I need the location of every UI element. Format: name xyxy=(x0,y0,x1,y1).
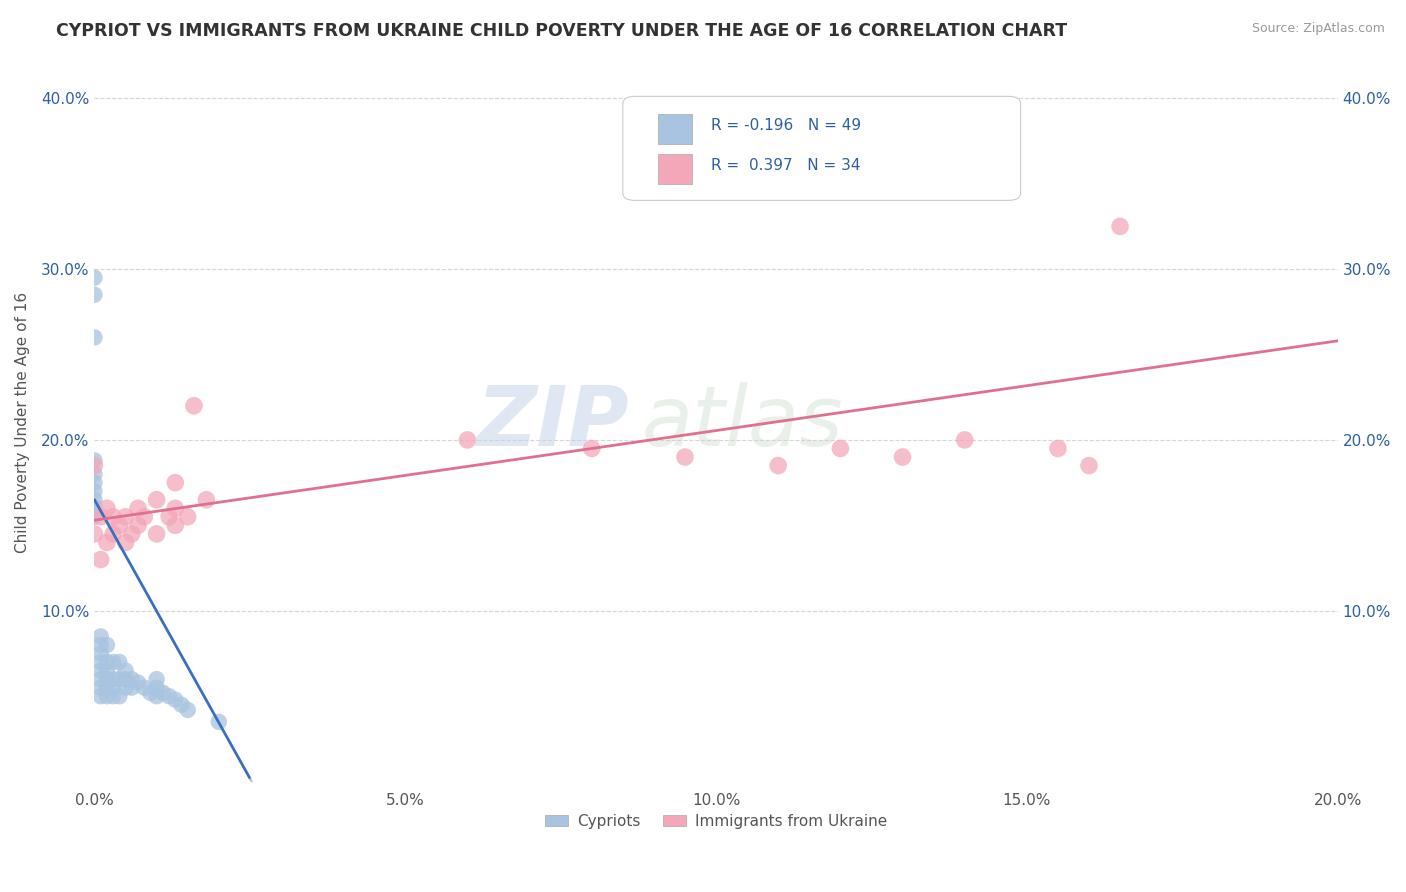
Point xyxy=(96,664,118,678)
Point xyxy=(165,475,187,490)
Point xyxy=(157,690,180,704)
Point xyxy=(157,509,180,524)
Legend: Cypriots, Immigrants from Ukraine: Cypriots, Immigrants from Ukraine xyxy=(538,808,894,835)
Point xyxy=(83,330,105,344)
Point xyxy=(177,509,200,524)
Point xyxy=(101,681,124,695)
Point xyxy=(1046,442,1069,456)
Point xyxy=(121,672,143,686)
Point xyxy=(114,535,136,549)
Text: Source: ZipAtlas.com: Source: ZipAtlas.com xyxy=(1251,22,1385,36)
Point xyxy=(96,655,118,669)
Point xyxy=(673,450,696,464)
Point xyxy=(145,672,167,686)
Point xyxy=(170,698,193,712)
Point xyxy=(90,509,112,524)
Point xyxy=(108,672,131,686)
Point xyxy=(114,672,136,686)
Point xyxy=(90,638,112,652)
Point xyxy=(165,692,187,706)
Point xyxy=(165,501,187,516)
Point xyxy=(145,527,167,541)
Point xyxy=(127,501,149,516)
Text: ZIP: ZIP xyxy=(477,383,628,463)
Point xyxy=(90,552,112,566)
Point xyxy=(183,399,205,413)
Point xyxy=(90,681,112,695)
Point xyxy=(208,714,231,729)
Point xyxy=(953,433,976,447)
Point xyxy=(101,690,124,704)
Point xyxy=(101,672,124,686)
Point xyxy=(134,509,156,524)
Point xyxy=(127,675,149,690)
FancyBboxPatch shape xyxy=(658,154,692,185)
FancyBboxPatch shape xyxy=(623,96,1021,201)
Point xyxy=(1109,219,1132,234)
Point xyxy=(127,518,149,533)
Point xyxy=(83,475,105,490)
Point xyxy=(145,690,167,704)
Point xyxy=(114,509,136,524)
Point xyxy=(145,492,167,507)
Point xyxy=(101,509,124,524)
Point xyxy=(152,686,174,700)
Point xyxy=(83,505,105,519)
Point xyxy=(114,681,136,695)
Point xyxy=(83,287,105,301)
Text: R = -0.196   N = 49: R = -0.196 N = 49 xyxy=(711,118,862,133)
Point xyxy=(90,647,112,661)
Point xyxy=(121,681,143,695)
Point xyxy=(766,458,789,473)
Point xyxy=(83,492,105,507)
Point xyxy=(96,681,118,695)
Point xyxy=(145,681,167,695)
Point xyxy=(114,664,136,678)
Point xyxy=(830,442,852,456)
Point xyxy=(177,703,200,717)
Point xyxy=(83,467,105,482)
Point xyxy=(139,686,162,700)
Point xyxy=(108,518,131,533)
Point xyxy=(891,450,914,464)
Point xyxy=(90,672,112,686)
Point xyxy=(83,458,105,473)
Point xyxy=(101,527,124,541)
Point xyxy=(456,433,478,447)
Text: atlas: atlas xyxy=(641,383,844,463)
Y-axis label: Child Poverty Under the Age of 16: Child Poverty Under the Age of 16 xyxy=(15,293,30,553)
Text: CYPRIOT VS IMMIGRANTS FROM UKRAINE CHILD POVERTY UNDER THE AGE OF 16 CORRELATION: CYPRIOT VS IMMIGRANTS FROM UKRAINE CHILD… xyxy=(56,22,1067,40)
Point xyxy=(83,453,105,467)
Point xyxy=(90,690,112,704)
Point xyxy=(96,535,118,549)
Point xyxy=(108,690,131,704)
Text: R =  0.397   N = 34: R = 0.397 N = 34 xyxy=(711,158,860,173)
Point xyxy=(83,270,105,285)
Point xyxy=(121,527,143,541)
Point xyxy=(83,484,105,499)
Point xyxy=(195,492,218,507)
FancyBboxPatch shape xyxy=(658,114,692,144)
Point xyxy=(83,500,105,514)
Point xyxy=(90,629,112,643)
Point xyxy=(83,509,105,524)
Point xyxy=(165,518,187,533)
Point xyxy=(581,442,603,456)
Point xyxy=(1078,458,1101,473)
Point xyxy=(101,655,124,669)
Point xyxy=(108,655,131,669)
Point xyxy=(90,664,112,678)
Point xyxy=(96,672,118,686)
Point xyxy=(90,655,112,669)
Point xyxy=(134,681,156,695)
Point xyxy=(96,501,118,516)
Point xyxy=(96,690,118,704)
Point xyxy=(83,527,105,541)
Point xyxy=(96,638,118,652)
